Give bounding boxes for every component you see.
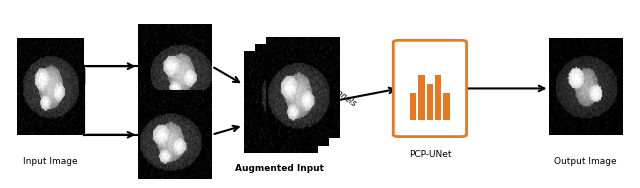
Bar xyxy=(419,75,425,120)
Bar xyxy=(435,75,441,120)
Text: Output Image: Output Image xyxy=(554,157,617,166)
Text: Input Image: Input Image xyxy=(23,157,78,166)
Text: Channels: Channels xyxy=(322,79,358,109)
Bar xyxy=(443,93,449,120)
FancyBboxPatch shape xyxy=(394,40,467,137)
Text: Circular
Shifting: Circular Shifting xyxy=(138,62,171,81)
Bar xyxy=(427,84,433,120)
Text: Circular
Shifting: Circular Shifting xyxy=(138,133,171,152)
Text: Augmented Input: Augmented Input xyxy=(236,164,324,173)
Text: PCP-UNet: PCP-UNet xyxy=(409,150,451,158)
Bar xyxy=(410,93,417,120)
